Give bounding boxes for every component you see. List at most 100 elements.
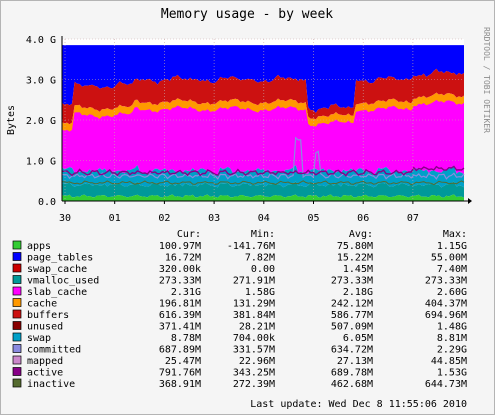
legend-swatch-buffers [12, 309, 22, 319]
legend-swatch-apps [12, 240, 22, 250]
x-tick-label: 01 [109, 213, 121, 224]
legend-min-swap-cache: 0.00 [251, 264, 275, 275]
legend-swatch-active [12, 367, 22, 376]
legend-cur-mapped: 25.47M [165, 356, 201, 367]
legend-swatch-unused [12, 321, 22, 330]
legend-swatch-swap [12, 332, 22, 342]
legend-label-cache: cache [27, 299, 57, 310]
area-cache [62, 92, 464, 132]
x-tick-label: 02 [158, 213, 170, 224]
y-tick-label: 1.0 G [26, 157, 56, 168]
x-tick-label: 06 [357, 213, 369, 224]
legend-swatch-slab-cache [12, 286, 22, 296]
legend-cur-swap: 8.78M [171, 333, 201, 344]
legend-label-mapped: mapped [27, 356, 63, 367]
legend-max-buffers: 694.96M [425, 310, 467, 321]
legend-avg-page-tables: 15.22M [337, 253, 373, 264]
x-tick-label: 05 [307, 213, 319, 224]
legend-swatch-mapped [12, 355, 22, 365]
legend-min-active: 343.25M [233, 368, 275, 379]
legend-min-apps: -141.76M [227, 241, 275, 252]
legend-label-inactive: inactive [27, 379, 75, 390]
legend-label-committed: committed [27, 345, 81, 356]
legend-min-inactive: 272.39M [233, 379, 275, 390]
x-tick-label: 07 [407, 213, 419, 224]
legend-avg-vmalloc-used: 273.33M [331, 276, 373, 287]
last-update: Last update: Wed Dec 8 11:55:06 2010 [250, 399, 467, 410]
legend-swatch-page-tables [12, 252, 22, 261]
legend-label-swap-cache: swap_cache [27, 264, 87, 275]
legend-label-slab-cache: slab_cache [27, 287, 87, 298]
legend-label-page-tables: page_tables [27, 253, 93, 264]
legend-min-committed: 331.57M [233, 345, 275, 356]
legend-cur-unused: 371.41M [159, 322, 201, 333]
legend-avg-inactive: 462.68M [331, 379, 373, 390]
legend-avg-active: 689.78M [331, 368, 373, 379]
legend-avg-swap-cache: 1.45M [343, 264, 373, 275]
legend-min-buffers: 381.84M [233, 310, 275, 321]
legend-swatch-swap-cache [12, 263, 22, 273]
area-slab-cache [62, 92, 464, 176]
legend-min-unused: 28.21M [239, 322, 275, 333]
legend-min-mapped: 22.96M [239, 356, 275, 367]
legend-header-cur: Cur: [177, 229, 201, 240]
legend-cur-buffers: 616.39M [159, 310, 201, 321]
legend-cur-vmalloc-used: 273.33M [159, 276, 201, 287]
legend-max-inactive: 644.73M [425, 379, 467, 390]
area-vmalloc-used [62, 181, 464, 198]
legend-cur-swap-cache: 320.00k [159, 264, 201, 275]
legend-max-unused: 1.48G [437, 322, 467, 333]
legend-swatch-vmalloc-used [12, 275, 22, 284]
legend-max-slab-cache: 2.60G [437, 287, 467, 298]
legend-swatch-cache [12, 298, 22, 307]
legend-avg-buffers: 586.77M [331, 310, 373, 321]
y-tick-label: 2.0 G [26, 116, 56, 127]
y-tick-label: 3.0 G [26, 76, 56, 87]
legend-max-vmalloc-used: 273.33M [425, 276, 467, 287]
legend-cur-active: 791.76M [159, 368, 201, 379]
legend-label-swap: swap [27, 333, 51, 344]
legend-avg-swap: 6.05M [343, 333, 373, 344]
chart-title: Memory usage - by week [161, 7, 333, 22]
x-tick-label: 30 [59, 213, 71, 224]
legend-avg-mapped: 27.13M [337, 356, 373, 367]
legend-swatch-inactive [12, 378, 22, 388]
legend-avg-committed: 634.72M [331, 345, 373, 356]
x-tick-label: 04 [258, 213, 270, 224]
legend-max-mapped: 44.85M [431, 356, 467, 367]
legend-avg-apps: 75.80M [337, 241, 373, 252]
legend-cur-cache: 196.81M [159, 299, 201, 310]
legend-cur-inactive: 368.91M [159, 379, 201, 390]
legend-min-vmalloc-used: 271.91M [233, 276, 275, 287]
legend-max-apps: 1.15G [437, 241, 467, 252]
legend-max-active: 1.53G [437, 368, 467, 379]
legend-max-swap: 8.81M [437, 333, 467, 344]
legend-cur-slab-cache: 2.31G [171, 287, 201, 298]
legend-header-min: Min: [251, 229, 275, 240]
area-buffers [62, 68, 464, 125]
x-axis-arrow [468, 198, 472, 204]
line-committed [61, 136, 465, 180]
y-tick-label: 0.0 [38, 197, 56, 208]
area-page-tables [62, 45, 464, 114]
legend-max-swap-cache: 7.40M [437, 264, 467, 275]
legend-label-vmalloc-used: vmalloc_used [27, 276, 99, 287]
legend-max-cache: 404.37M [425, 299, 467, 310]
legend-avg-slab-cache: 2.18G [343, 287, 373, 298]
legend-min-slab-cache: 1.58G [245, 287, 275, 298]
legend-min-swap: 704.00k [233, 333, 275, 344]
rrdtool-label: RRDTOOL / TOBI OETIKER [482, 27, 491, 133]
y-axis-label: Bytes [6, 105, 17, 135]
y-tick-label: 4.0 G [26, 35, 56, 46]
legend-cur-committed: 687.89M [159, 345, 201, 356]
legend-max-committed: 2.29G [437, 345, 467, 356]
legend-label-apps: apps [27, 241, 51, 252]
legend-header-avg: Avg: [349, 229, 373, 240]
legend-label-buffers: buffers [27, 310, 69, 321]
legend-swatch-committed [12, 344, 22, 353]
area-apps [62, 194, 464, 201]
legend-label-active: active [27, 368, 63, 379]
line-inactive [61, 180, 465, 186]
legend-max-page-tables: 55.00M [431, 253, 467, 264]
